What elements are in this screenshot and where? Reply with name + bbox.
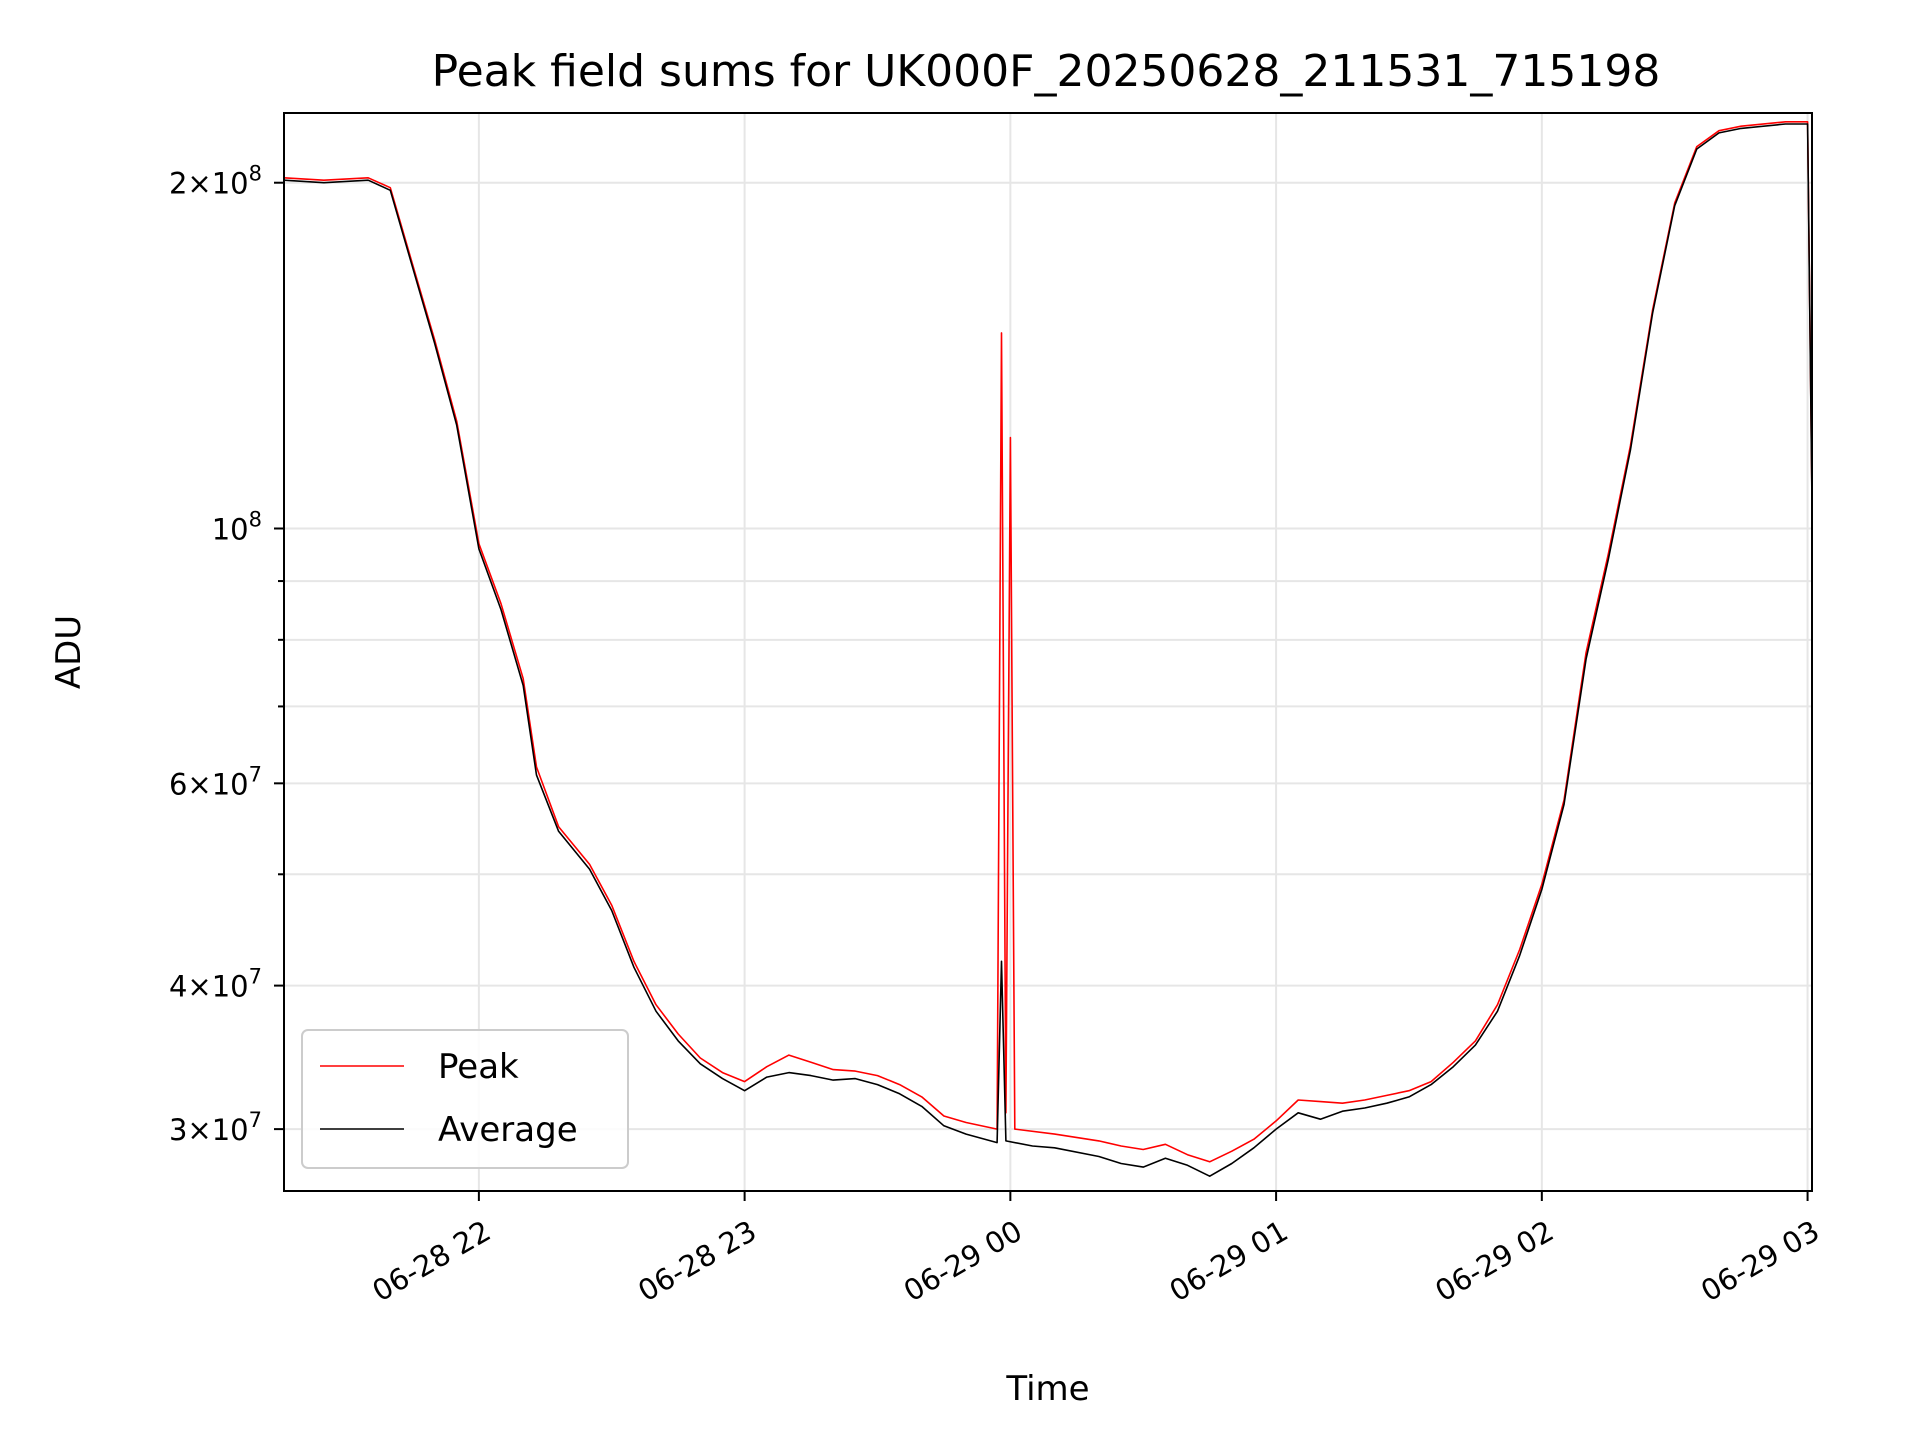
series-line-peak	[283, 121, 1813, 1163]
y-tick-label: 2×108	[169, 162, 262, 201]
series-lines	[283, 121, 1813, 1177]
x-axis-label: Time	[1005, 1369, 1089, 1409]
chart-title: Peak field sums for UK000F_20250628_2115…	[432, 46, 1661, 97]
legend-label-average: Average	[438, 1110, 578, 1150]
y-axis-label: ADU	[49, 615, 89, 689]
legend: Peak Average	[301, 1029, 629, 1169]
y-tick-label: 4×107	[169, 965, 262, 1004]
plot-frame	[283, 112, 1813, 1192]
legend-label-peak: Peak	[438, 1047, 519, 1087]
y-tick-label: 108	[212, 508, 262, 547]
y-tick-label: 6×107	[169, 762, 262, 801]
legend-box	[301, 1029, 629, 1169]
series-line-average	[283, 123, 1813, 1177]
y-axis: 3×107 4×107 6×107 108 2×108	[169, 162, 284, 1147]
y-tick-label: 3×107	[169, 1108, 262, 1147]
grid-lines	[284, 113, 1812, 1191]
